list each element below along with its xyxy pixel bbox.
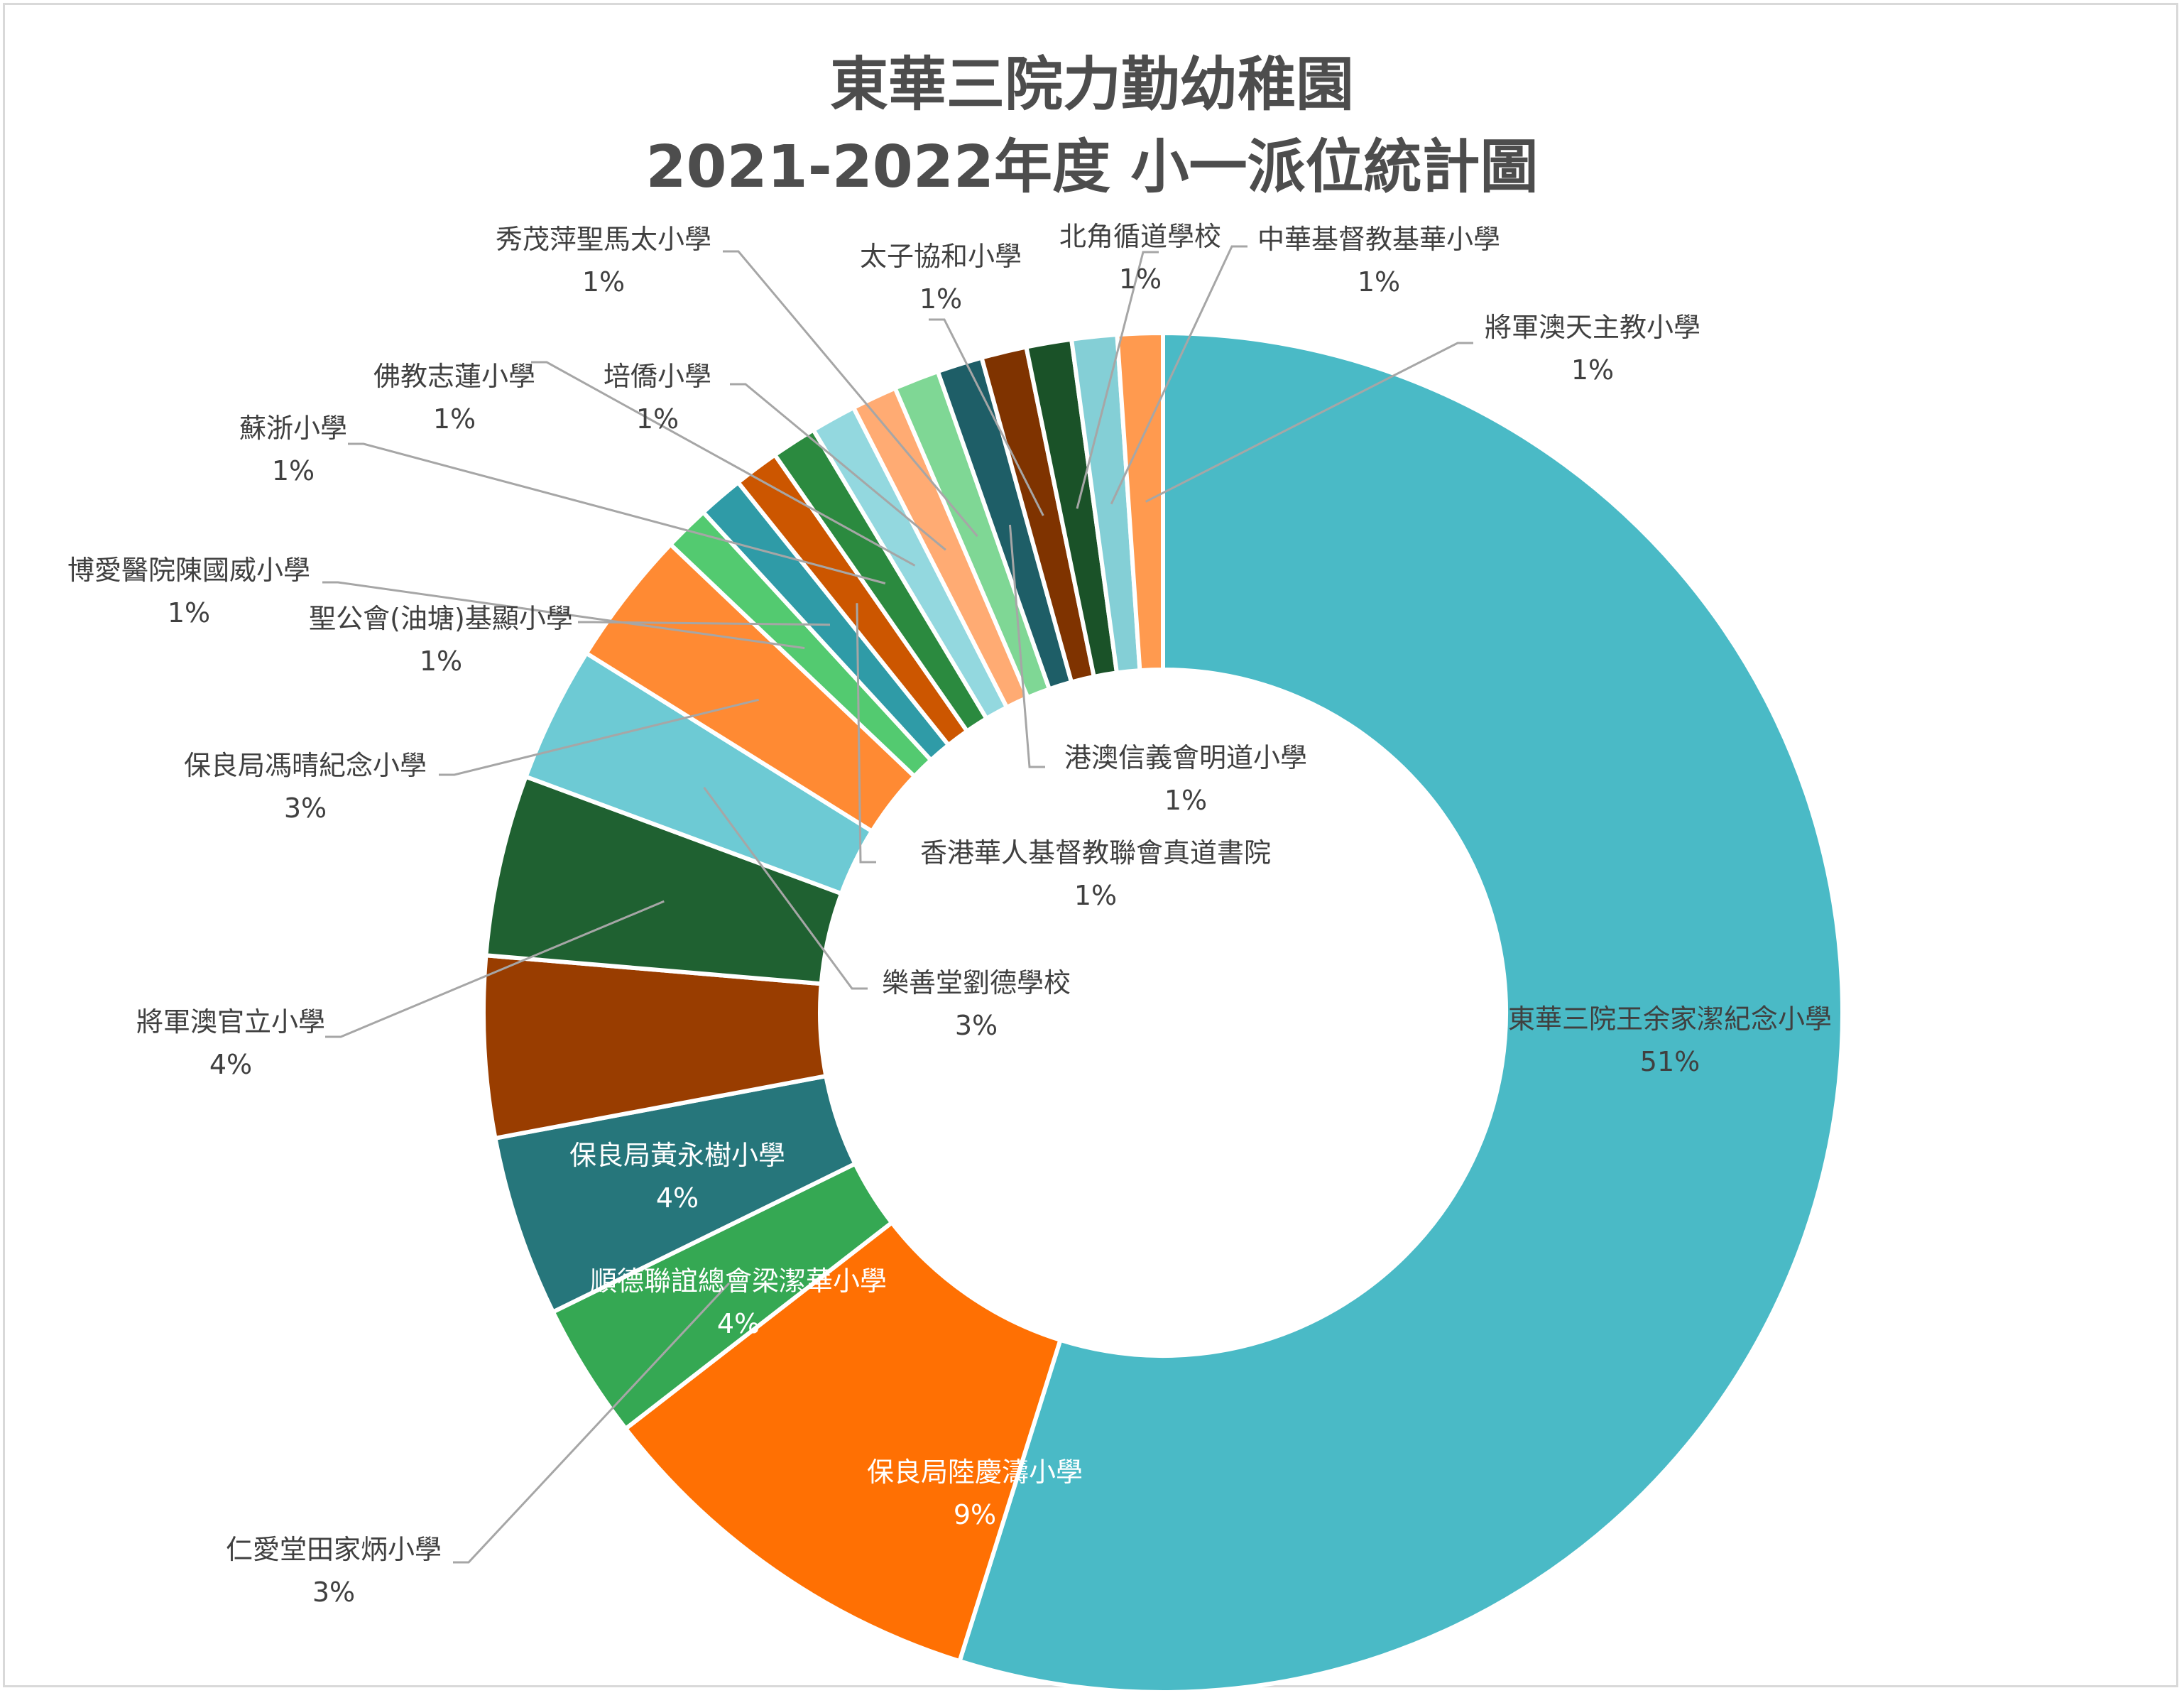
slice-percent-11: 1% xyxy=(272,455,315,486)
leader-line-10 xyxy=(856,603,876,864)
slice-label-19: 將軍澳天主教小學 xyxy=(1485,312,1700,343)
slice-label-4: 保良局黃永樹小學 xyxy=(569,1140,785,1171)
slice-label-8: 博愛醫院陳國威小學 xyxy=(67,555,310,586)
slice-label-10: 香港華人基督教聯會真道書院 xyxy=(920,837,1271,869)
slice-label-5: 將軍澳官立小學 xyxy=(136,1006,325,1038)
leader-lines xyxy=(322,245,1473,1564)
leader-line-12 xyxy=(531,361,916,567)
slice-percent-14: 1% xyxy=(582,266,625,298)
slice-label-1: 保良局陸慶濤小學 xyxy=(867,1457,1083,1488)
slice-percent-1: 9% xyxy=(954,1499,996,1530)
slice-0 xyxy=(956,330,1845,1693)
data-labels: 東華三院王余家潔紀念小學 51% 保良局陸慶濤小學 9% 仁愛堂田家炳小學 3% 順德聯誼總… xyxy=(67,221,1832,1608)
slice-percent-12: 1% xyxy=(433,403,476,435)
slice-percent-8: 1% xyxy=(168,597,210,628)
slice-percent-2: 3% xyxy=(312,1577,355,1608)
donut-slices xyxy=(481,330,1845,1693)
slice-percent-13: 1% xyxy=(636,403,679,435)
leader-line-8 xyxy=(322,581,805,650)
leader-line-6 xyxy=(703,787,868,990)
leader-line-9 xyxy=(578,621,831,626)
slice-percent-4: 4% xyxy=(656,1182,699,1214)
slice-label-12: 佛教志蓮小學 xyxy=(373,361,535,392)
leader-line-19 xyxy=(1145,342,1473,503)
leader-line-15 xyxy=(1008,524,1045,768)
slice-label-17: 北角循道學校 xyxy=(1059,221,1221,252)
slice-percent-9: 1% xyxy=(420,646,462,677)
slice-percent-15: 1% xyxy=(1164,785,1207,816)
slice-percent-7: 3% xyxy=(284,793,327,824)
slice-label-0: 東華三院王余家潔紀念小學 xyxy=(1508,1003,1832,1035)
slice-label-13: 培僑小學 xyxy=(604,361,711,392)
slice-label-9: 聖公會(油塘)基顯小學 xyxy=(309,603,573,634)
slice-label-3: 順德聯誼總會梁潔華小學 xyxy=(590,1265,887,1297)
leader-line-7 xyxy=(439,698,760,776)
leader-line-13 xyxy=(730,383,946,551)
slice-label-15: 港澳信義會明道小學 xyxy=(1064,742,1307,773)
slice-label-2: 仁愛堂田家炳小學 xyxy=(226,1534,442,1565)
leader-line-16 xyxy=(929,318,1044,516)
slice-percent-5: 4% xyxy=(209,1049,252,1080)
leader-line-5 xyxy=(325,900,665,1038)
slice-label-18: 中華基督教基華小學 xyxy=(1257,224,1500,255)
leader-line-11 xyxy=(348,442,886,584)
leader-line-18 xyxy=(1110,245,1247,505)
slice-percent-19: 1% xyxy=(1571,354,1614,386)
slice-label-14: 秀茂萍聖馬太小學 xyxy=(496,224,711,255)
slice-percent-6: 3% xyxy=(955,1010,998,1041)
leader-line-17 xyxy=(1076,251,1159,509)
slice-percent-0: 51% xyxy=(1640,1046,1700,1077)
slice-label-7: 保良局馮晴紀念小學 xyxy=(184,750,427,781)
slice-1 xyxy=(623,1219,1064,1664)
leader-line-2 xyxy=(453,1282,731,1564)
slice-percent-17: 1% xyxy=(1119,263,1162,295)
chart-title-line1: 東華三院力勤幼稚園 xyxy=(829,51,1354,119)
slice-percent-10: 1% xyxy=(1074,880,1117,911)
slice-percent-18: 1% xyxy=(1358,266,1400,298)
slice-percent-16: 1% xyxy=(919,283,962,315)
slice-label-11: 蘇浙小學 xyxy=(239,413,347,444)
leader-line-14 xyxy=(723,250,978,538)
slice-label-6: 樂善堂劉德學校 xyxy=(882,967,1071,998)
slice-percent-3: 4% xyxy=(717,1308,760,1339)
slice-label-16: 太子協和小學 xyxy=(860,241,1022,272)
chart-title-line2: 2021-2022年度 小一派位統計圖 xyxy=(645,134,1539,201)
